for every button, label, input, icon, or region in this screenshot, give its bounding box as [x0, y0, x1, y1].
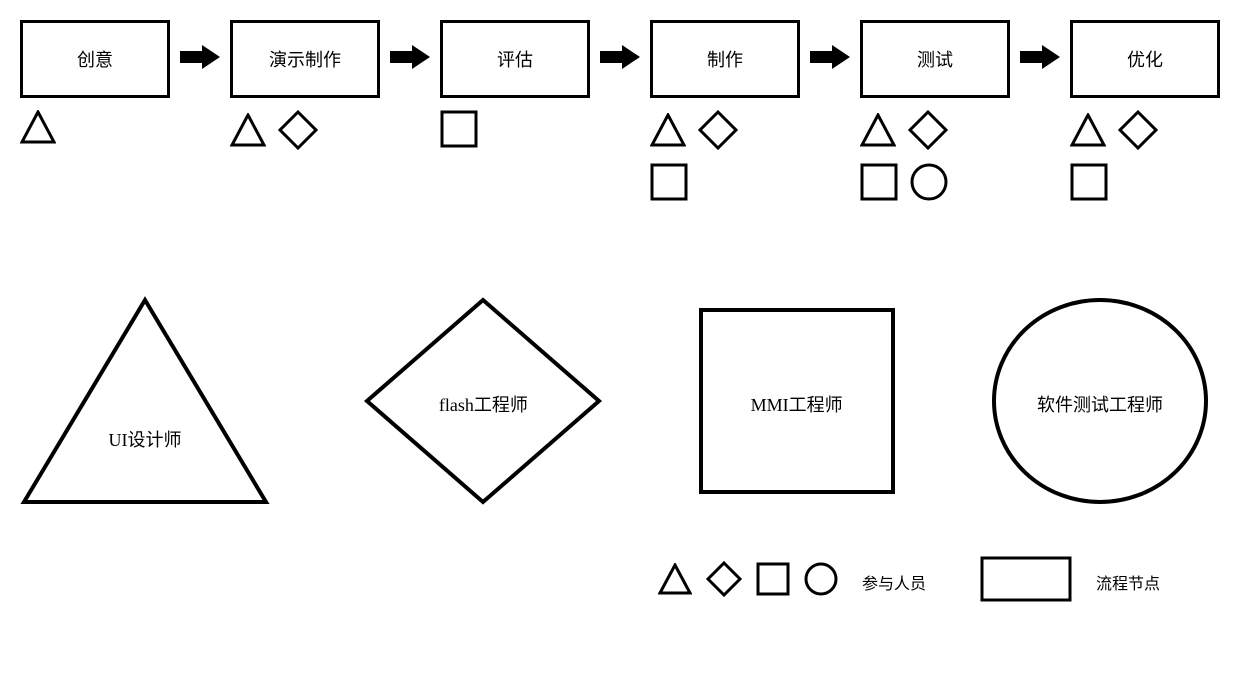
flow-node-label: 创意 — [77, 46, 113, 72]
marker-cell — [650, 110, 800, 206]
square-icon — [1070, 163, 1108, 206]
flow-node-label: 演示制作 — [269, 46, 341, 72]
role-label: MMI工程师 — [697, 391, 897, 417]
diamond-icon — [698, 110, 738, 155]
marker-cell — [20, 110, 170, 206]
diamond-icon — [908, 110, 948, 155]
marker-cell — [440, 110, 590, 206]
diamond-icon — [1118, 110, 1158, 155]
flow-node-label: 评估 — [497, 46, 533, 72]
square-icon — [756, 562, 790, 601]
triangle-icon — [230, 113, 266, 152]
arrow-icon — [810, 45, 850, 74]
arrow-icon — [180, 45, 220, 74]
role-label: 软件测试工程师 — [990, 391, 1210, 417]
legend-node-label: 流程节点 — [1096, 570, 1160, 594]
circle-icon — [804, 562, 838, 601]
legend-participants-label: 参与人员 — [862, 570, 926, 594]
roles-row: UI设计师 flash工程师 MMI工程师 软件测试工程师 — [20, 296, 1220, 506]
role-diamond: flash工程师 — [363, 296, 603, 506]
role-circle: 软件测试工程师 — [990, 296, 1210, 506]
legend-node-sample — [980, 556, 1072, 607]
role-label: flash工程师 — [363, 391, 603, 417]
legend-row: 参与人员 流程节点 — [20, 556, 1220, 607]
flow-node-label: 测试 — [917, 46, 953, 72]
role-triangle: UI设计师 — [20, 296, 270, 506]
markers-row — [20, 110, 1220, 206]
diamond-icon — [278, 110, 318, 155]
triangle-icon — [20, 110, 56, 149]
flow-node: 测试 — [860, 20, 1010, 98]
square-icon — [860, 163, 898, 206]
flow-node-label: 优化 — [1127, 46, 1163, 72]
arrow-icon — [390, 45, 430, 74]
square-icon — [650, 163, 688, 206]
flow-node: 演示制作 — [230, 20, 380, 98]
marker-cell — [860, 110, 1010, 206]
triangle-icon — [860, 113, 896, 152]
circle-icon — [910, 163, 948, 206]
marker-cell — [1070, 110, 1220, 206]
flow-node: 创意 — [20, 20, 170, 98]
triangle-icon — [658, 563, 692, 600]
marker-cell — [230, 110, 380, 206]
role-square: MMI工程师 — [697, 306, 897, 496]
diamond-icon — [706, 561, 742, 602]
flow-node: 制作 — [650, 20, 800, 98]
flow-node-label: 制作 — [707, 46, 743, 72]
flow-node: 优化 — [1070, 20, 1220, 98]
flowchart-nodes-row: 创意 演示制作 评估 制作 测试 优化 — [20, 20, 1220, 98]
square-icon — [440, 110, 478, 153]
arrow-icon — [600, 45, 640, 74]
triangle-icon — [650, 113, 686, 152]
flow-node: 评估 — [440, 20, 590, 98]
arrow-icon — [1020, 45, 1060, 74]
role-label: UI设计师 — [20, 426, 270, 452]
triangle-icon — [1070, 113, 1106, 152]
